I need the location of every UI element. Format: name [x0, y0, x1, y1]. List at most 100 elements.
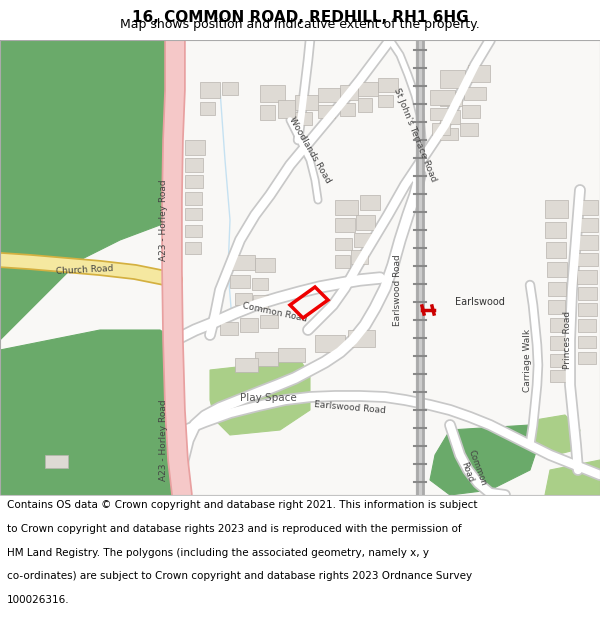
Polygon shape — [335, 218, 355, 232]
Polygon shape — [222, 82, 238, 95]
Polygon shape — [260, 315, 278, 328]
Text: Church Road: Church Road — [56, 264, 114, 276]
Polygon shape — [318, 88, 340, 102]
Polygon shape — [260, 105, 275, 120]
Polygon shape — [548, 300, 565, 314]
Text: Carriage Walk: Carriage Walk — [523, 329, 533, 391]
Polygon shape — [255, 352, 278, 366]
Text: Woodlands Road: Woodlands Road — [287, 116, 332, 184]
Polygon shape — [185, 175, 203, 188]
Polygon shape — [230, 275, 250, 288]
Polygon shape — [578, 303, 597, 316]
Text: Earlswood Road: Earlswood Road — [394, 254, 403, 326]
Polygon shape — [220, 322, 238, 335]
Polygon shape — [577, 270, 597, 284]
Polygon shape — [295, 112, 312, 125]
Polygon shape — [0, 40, 600, 495]
Polygon shape — [200, 102, 215, 115]
Polygon shape — [348, 330, 375, 347]
Polygon shape — [550, 370, 567, 382]
Polygon shape — [464, 87, 486, 100]
Polygon shape — [360, 195, 380, 210]
Polygon shape — [235, 358, 258, 372]
Polygon shape — [354, 233, 372, 247]
Polygon shape — [210, 360, 310, 435]
Polygon shape — [185, 192, 202, 205]
Polygon shape — [295, 95, 318, 110]
Polygon shape — [340, 103, 355, 116]
Polygon shape — [358, 98, 372, 112]
Polygon shape — [468, 65, 490, 82]
Polygon shape — [430, 108, 450, 120]
Text: A23 - Horley Road: A23 - Horley Road — [158, 179, 167, 261]
Polygon shape — [546, 242, 566, 258]
Polygon shape — [430, 425, 540, 495]
Polygon shape — [576, 253, 598, 266]
Polygon shape — [255, 258, 275, 272]
Polygon shape — [315, 335, 345, 352]
Polygon shape — [440, 128, 458, 140]
Polygon shape — [550, 354, 567, 367]
Text: Map shows position and indicative extent of the property.: Map shows position and indicative extent… — [120, 18, 480, 31]
Polygon shape — [356, 215, 375, 230]
Polygon shape — [253, 295, 268, 308]
Polygon shape — [335, 255, 350, 268]
Polygon shape — [335, 200, 358, 215]
Polygon shape — [235, 293, 252, 305]
Text: Common
Road: Common Road — [457, 449, 488, 491]
Polygon shape — [440, 70, 465, 88]
Polygon shape — [0, 330, 175, 495]
Polygon shape — [545, 460, 600, 495]
Text: Common Road: Common Road — [242, 301, 308, 323]
Polygon shape — [335, 238, 352, 250]
Polygon shape — [575, 200, 598, 215]
Text: Earlswood: Earlswood — [455, 297, 505, 307]
Polygon shape — [185, 208, 202, 220]
Polygon shape — [578, 287, 597, 300]
Polygon shape — [175, 40, 600, 440]
Polygon shape — [430, 90, 455, 105]
Polygon shape — [578, 319, 596, 332]
Polygon shape — [440, 110, 460, 124]
Text: Play Space: Play Space — [239, 393, 296, 403]
Polygon shape — [0, 40, 175, 340]
Polygon shape — [200, 82, 220, 98]
Polygon shape — [318, 105, 335, 118]
Polygon shape — [547, 262, 567, 277]
Polygon shape — [351, 250, 368, 264]
Text: to Crown copyright and database rights 2023 and is reproduced with the permissio: to Crown copyright and database rights 2… — [7, 524, 462, 534]
Polygon shape — [45, 455, 68, 468]
Polygon shape — [185, 242, 201, 254]
Polygon shape — [185, 140, 205, 155]
Polygon shape — [460, 123, 478, 136]
Text: A23 - Horley Road: A23 - Horley Road — [158, 399, 167, 481]
Polygon shape — [432, 123, 450, 135]
Polygon shape — [185, 225, 202, 237]
Polygon shape — [575, 218, 598, 232]
Polygon shape — [340, 85, 358, 100]
Polygon shape — [378, 78, 398, 92]
Polygon shape — [185, 158, 203, 172]
Polygon shape — [545, 200, 568, 218]
Text: 100026316.: 100026316. — [7, 595, 70, 605]
Polygon shape — [578, 352, 596, 364]
Polygon shape — [535, 415, 580, 455]
Polygon shape — [578, 336, 596, 348]
Polygon shape — [358, 82, 378, 96]
Polygon shape — [378, 95, 393, 107]
Polygon shape — [230, 255, 255, 270]
Text: HM Land Registry. The polygons (including the associated geometry, namely x, y: HM Land Registry. The polygons (includin… — [7, 548, 429, 558]
Polygon shape — [545, 222, 566, 238]
Text: Princes Road: Princes Road — [563, 311, 572, 369]
Text: Earlswood Road: Earlswood Road — [314, 401, 386, 416]
Polygon shape — [260, 85, 285, 102]
Polygon shape — [550, 336, 566, 350]
Polygon shape — [240, 318, 258, 332]
Polygon shape — [252, 278, 268, 290]
Text: Contains OS data © Crown copyright and database right 2021. This information is : Contains OS data © Crown copyright and d… — [7, 500, 478, 510]
Polygon shape — [440, 92, 462, 106]
Text: co-ordinates) are subject to Crown copyright and database rights 2023 Ordnance S: co-ordinates) are subject to Crown copyr… — [7, 571, 472, 581]
Polygon shape — [548, 282, 566, 296]
Polygon shape — [462, 105, 480, 118]
Polygon shape — [576, 235, 598, 250]
